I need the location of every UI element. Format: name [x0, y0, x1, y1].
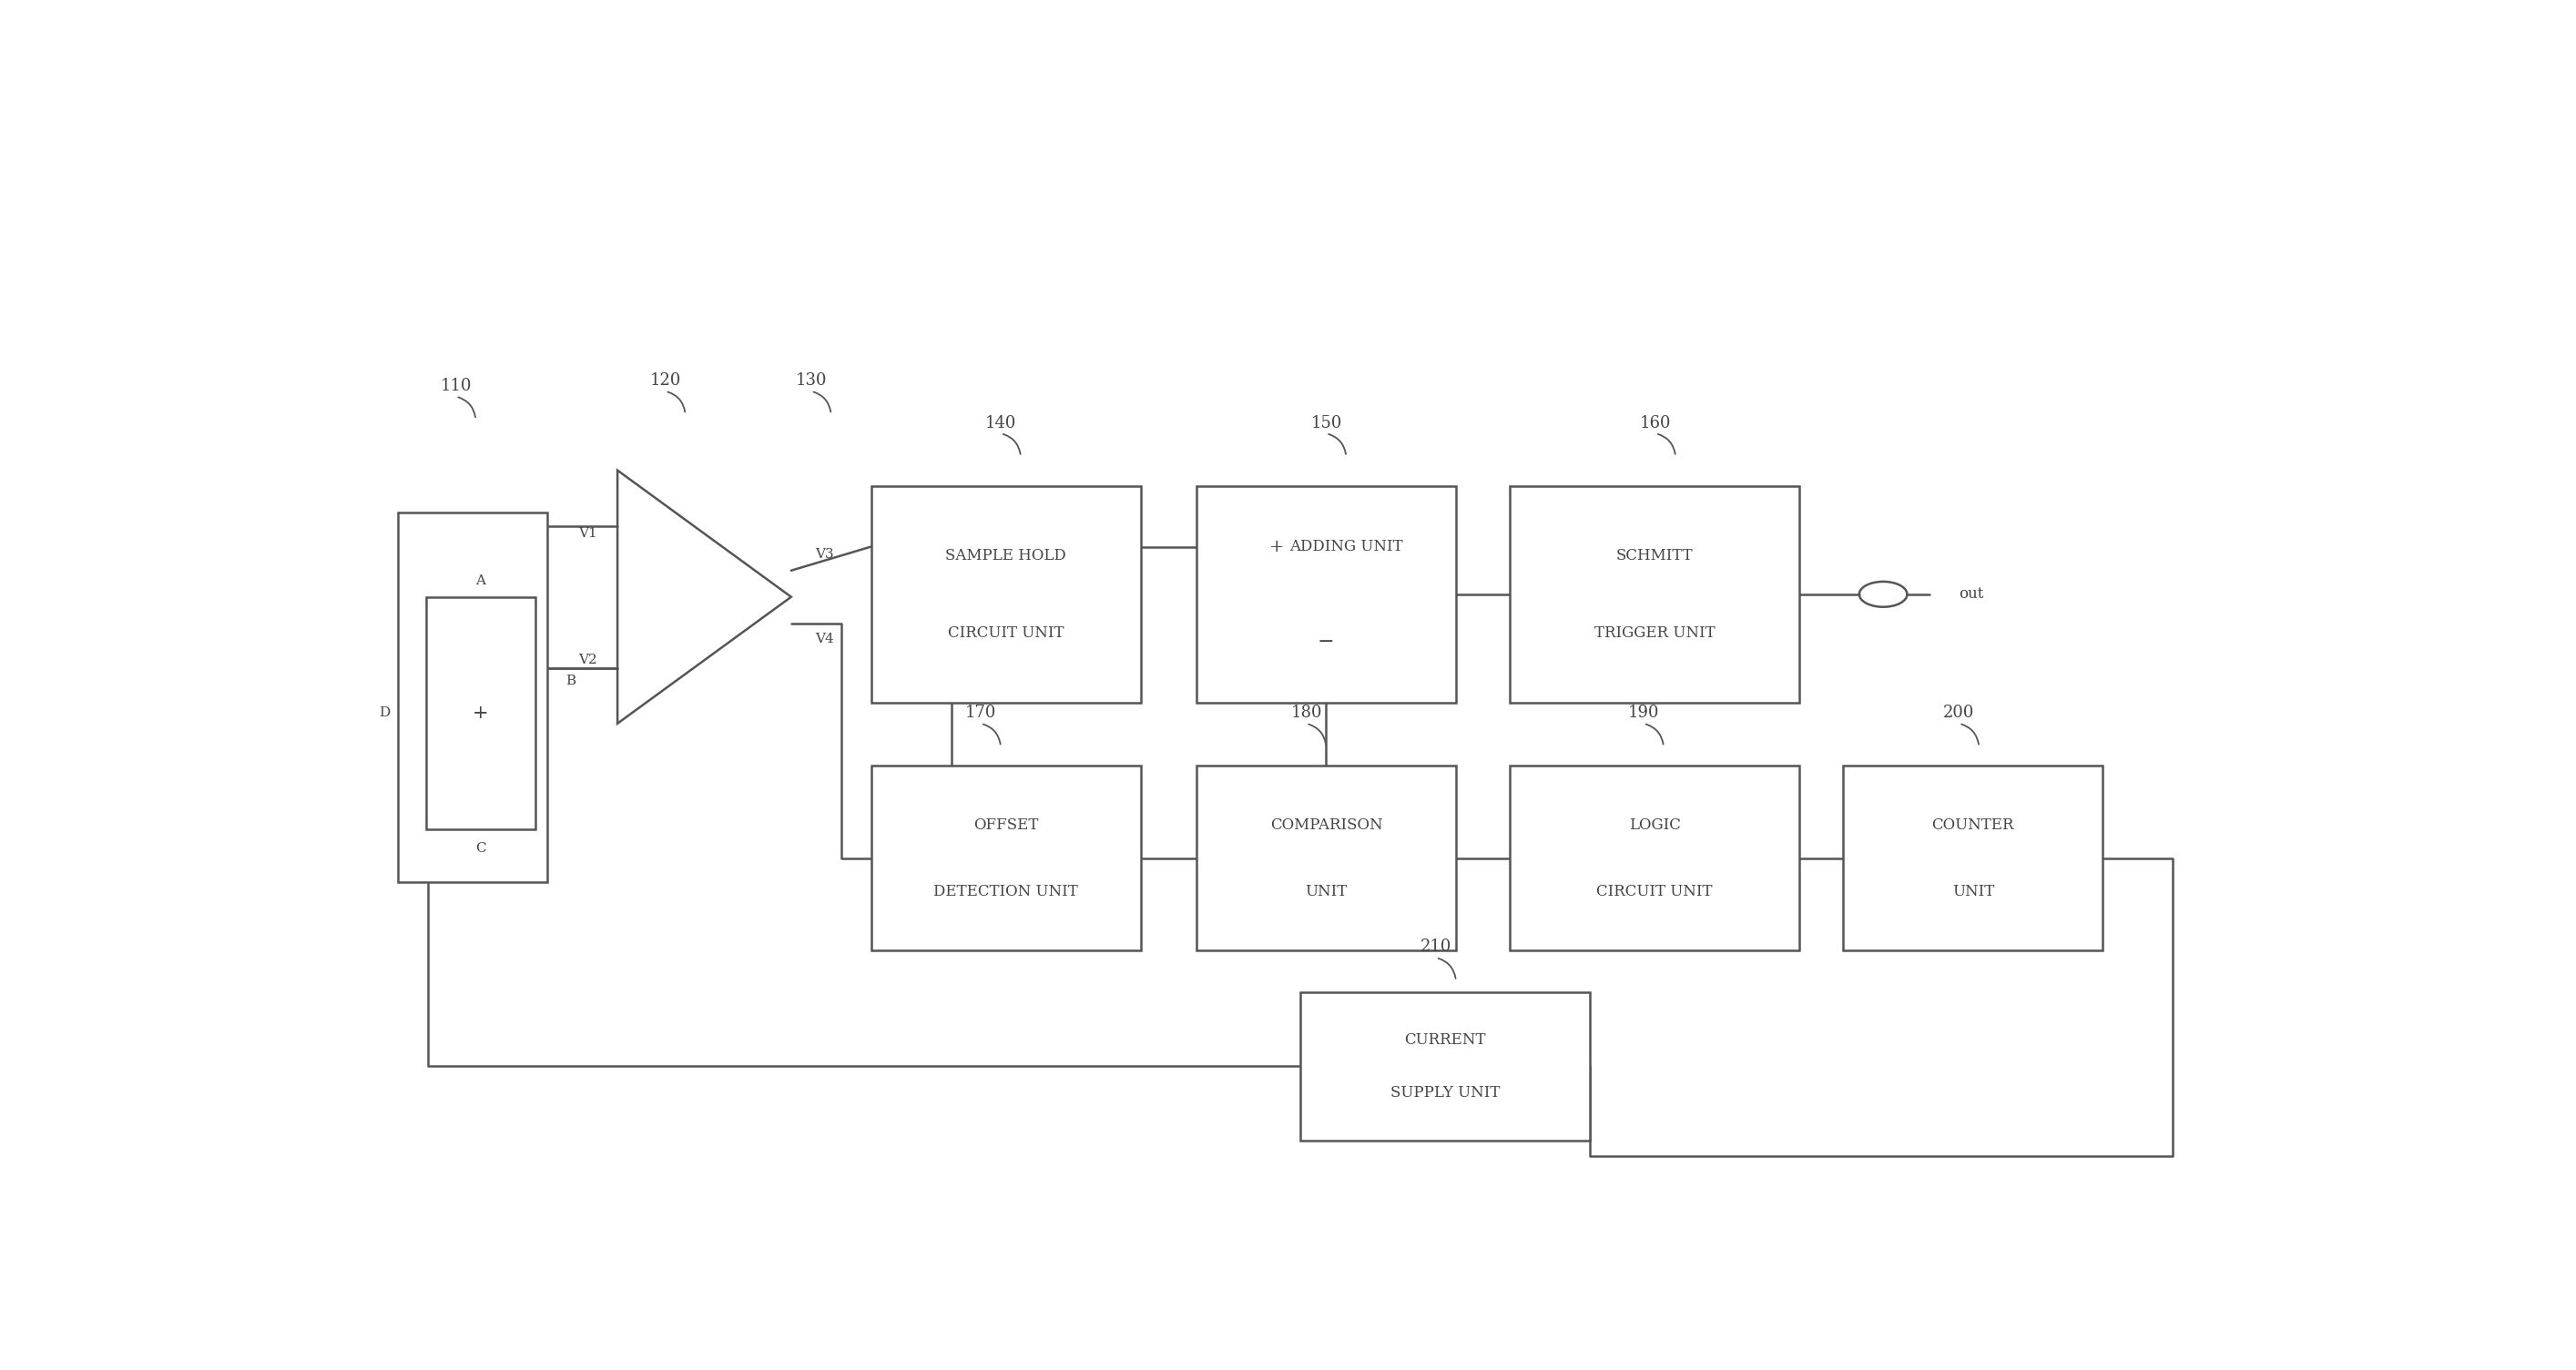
Text: V3: V3	[814, 548, 835, 562]
Text: CURRENT: CURRENT	[1404, 1032, 1486, 1048]
Bar	[1195, 766, 1455, 951]
Text: SCHMITT: SCHMITT	[1615, 548, 1692, 563]
Text: UNIT: UNIT	[1953, 884, 1994, 899]
Text: 150: 150	[1311, 415, 1342, 432]
Bar	[871, 486, 1141, 703]
Text: 200: 200	[1942, 704, 1976, 721]
Text: B: B	[567, 675, 574, 688]
Text: OFFSET: OFFSET	[974, 817, 1038, 833]
Text: SUPPLY UNIT: SUPPLY UNIT	[1391, 1085, 1499, 1100]
Text: DETECTION UNIT: DETECTION UNIT	[933, 884, 1077, 899]
Text: COMPARISON: COMPARISON	[1270, 817, 1383, 833]
Bar	[871, 766, 1141, 951]
Text: 130: 130	[796, 373, 827, 389]
Bar	[1844, 766, 2102, 951]
Text: +: +	[1270, 538, 1283, 555]
Text: D: D	[379, 707, 389, 719]
Text: 210: 210	[1419, 938, 1453, 955]
Text: V4: V4	[814, 633, 835, 645]
Text: 160: 160	[1641, 415, 1672, 432]
Text: UNIT: UNIT	[1306, 884, 1347, 899]
Bar	[1510, 766, 1798, 951]
Bar	[1195, 486, 1455, 703]
Text: 170: 170	[966, 704, 997, 721]
Text: 110: 110	[440, 378, 471, 395]
Text: 190: 190	[1628, 704, 1659, 721]
Text: TRIGGER UNIT: TRIGGER UNIT	[1595, 626, 1716, 641]
Text: V2: V2	[580, 653, 598, 667]
Text: 140: 140	[984, 415, 1018, 432]
Text: +: +	[471, 704, 489, 722]
Text: CIRCUIT UNIT: CIRCUIT UNIT	[1597, 884, 1713, 899]
Bar	[1301, 992, 1589, 1140]
Bar	[397, 512, 549, 882]
Text: ADDING UNIT: ADDING UNIT	[1291, 538, 1404, 555]
Bar	[1510, 486, 1798, 703]
Text: CIRCUIT UNIT: CIRCUIT UNIT	[948, 626, 1064, 641]
Text: C: C	[477, 841, 487, 855]
Text: A: A	[477, 574, 487, 588]
Text: LOGIC: LOGIC	[1628, 817, 1680, 833]
Text: SAMPLE HOLD: SAMPLE HOLD	[945, 548, 1066, 563]
Text: COUNTER: COUNTER	[1932, 817, 2014, 833]
Text: out: out	[1958, 586, 1984, 601]
Text: 120: 120	[649, 373, 680, 389]
Text: −: −	[1319, 632, 1334, 652]
Text: 180: 180	[1291, 704, 1321, 721]
Bar	[425, 597, 536, 829]
Text: V1: V1	[580, 527, 598, 540]
